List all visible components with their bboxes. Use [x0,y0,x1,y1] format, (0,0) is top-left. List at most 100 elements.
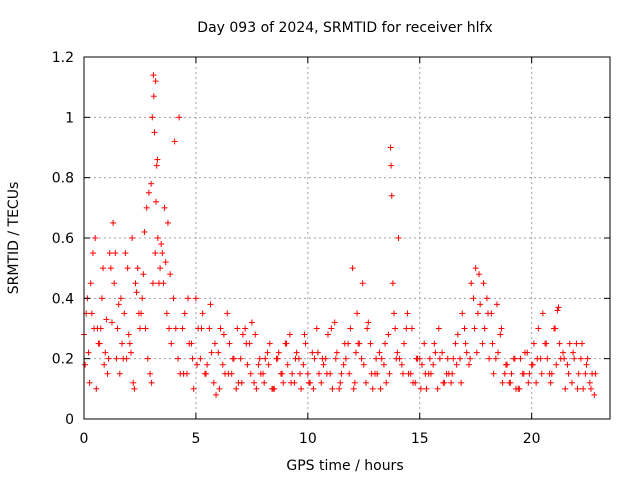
data-point [431,340,438,347]
data-point [288,379,295,386]
data-point [293,349,300,356]
data-point [575,370,582,377]
data-point [480,280,487,287]
data-point [534,355,541,362]
data-point [164,219,171,226]
data-point [473,349,480,356]
x-tick-label: 15 [411,431,429,447]
data-point [154,156,161,163]
data-point [547,379,554,386]
data-point [168,340,175,347]
data-point [568,379,575,386]
data-point [86,379,93,386]
data-point [341,340,348,347]
data-point [352,349,359,356]
data-point [216,385,223,392]
data-point [133,289,140,296]
data-point [261,379,268,386]
data-point [440,379,447,386]
data-point [95,340,102,347]
data-point [252,331,259,338]
data-point [296,370,303,377]
data-point [289,370,296,377]
data-point [170,295,177,302]
data-point [136,325,143,332]
data-point [489,340,496,347]
data-point [459,310,466,317]
data-point [472,265,479,272]
data-point [386,370,393,377]
data-point [93,385,100,392]
data-point [360,361,367,368]
data-point [342,355,349,362]
data-point [87,280,94,287]
data-point [247,370,254,377]
data-point [354,310,361,317]
data-point [217,325,224,332]
data-point [580,385,587,392]
data-point [114,325,121,332]
data-point [417,385,424,392]
data-point [88,310,95,317]
data-point [430,361,437,368]
data-point [363,379,370,386]
data-point [538,370,545,377]
data-point [385,331,392,338]
data-point [145,189,152,196]
y-tick-label: 1 [65,110,74,126]
data-point [490,370,497,377]
data-point [401,340,408,347]
data-point [224,310,231,317]
data-point [226,340,233,347]
data-point [153,162,160,169]
data-point [103,316,110,323]
data-point [582,370,589,377]
data-point [139,295,146,302]
data-point [481,325,488,332]
data-point [377,385,384,392]
x-tick-label: 5 [191,431,200,447]
data-point [100,265,107,272]
data-point [418,361,425,368]
data-point [110,219,117,226]
y-axis-title: SRMTID / TECUs [6,182,22,295]
axis-ticks: 0 5 10 15 20 0 0.2 0.4 0.6 0.8 1 1.2 [52,50,610,447]
data-point [140,271,147,278]
data-point [199,310,206,317]
data-point [82,361,89,368]
data-point [320,361,327,368]
data-point [435,325,442,332]
data-point [132,280,139,287]
data-point [131,385,138,392]
data-point [150,72,157,79]
data-point [329,385,336,392]
data-point [449,370,456,377]
data-point [111,280,118,287]
data-point [380,361,387,368]
data-point [373,355,380,362]
data-point [393,355,400,362]
y-tick-label: 1.2 [52,50,74,66]
data-point [571,355,578,362]
data-point [163,310,170,317]
data-point [219,361,226,368]
data-point [128,349,135,356]
data-point [477,301,484,308]
data-point [347,325,354,332]
data-point [530,340,537,347]
data-point [211,340,218,347]
data-point [134,265,141,272]
data-point [213,391,220,398]
data-point [579,340,586,347]
data-point [124,265,131,272]
data-point [194,361,201,368]
data-point [208,349,215,356]
data-point [147,370,154,377]
data-point [197,355,204,362]
data-point [237,355,244,362]
x-tick-label: 0 [80,431,89,447]
data-point [462,340,469,347]
y-tick-label: 0 [65,412,74,428]
data-point [368,370,375,377]
data-point [394,349,401,356]
